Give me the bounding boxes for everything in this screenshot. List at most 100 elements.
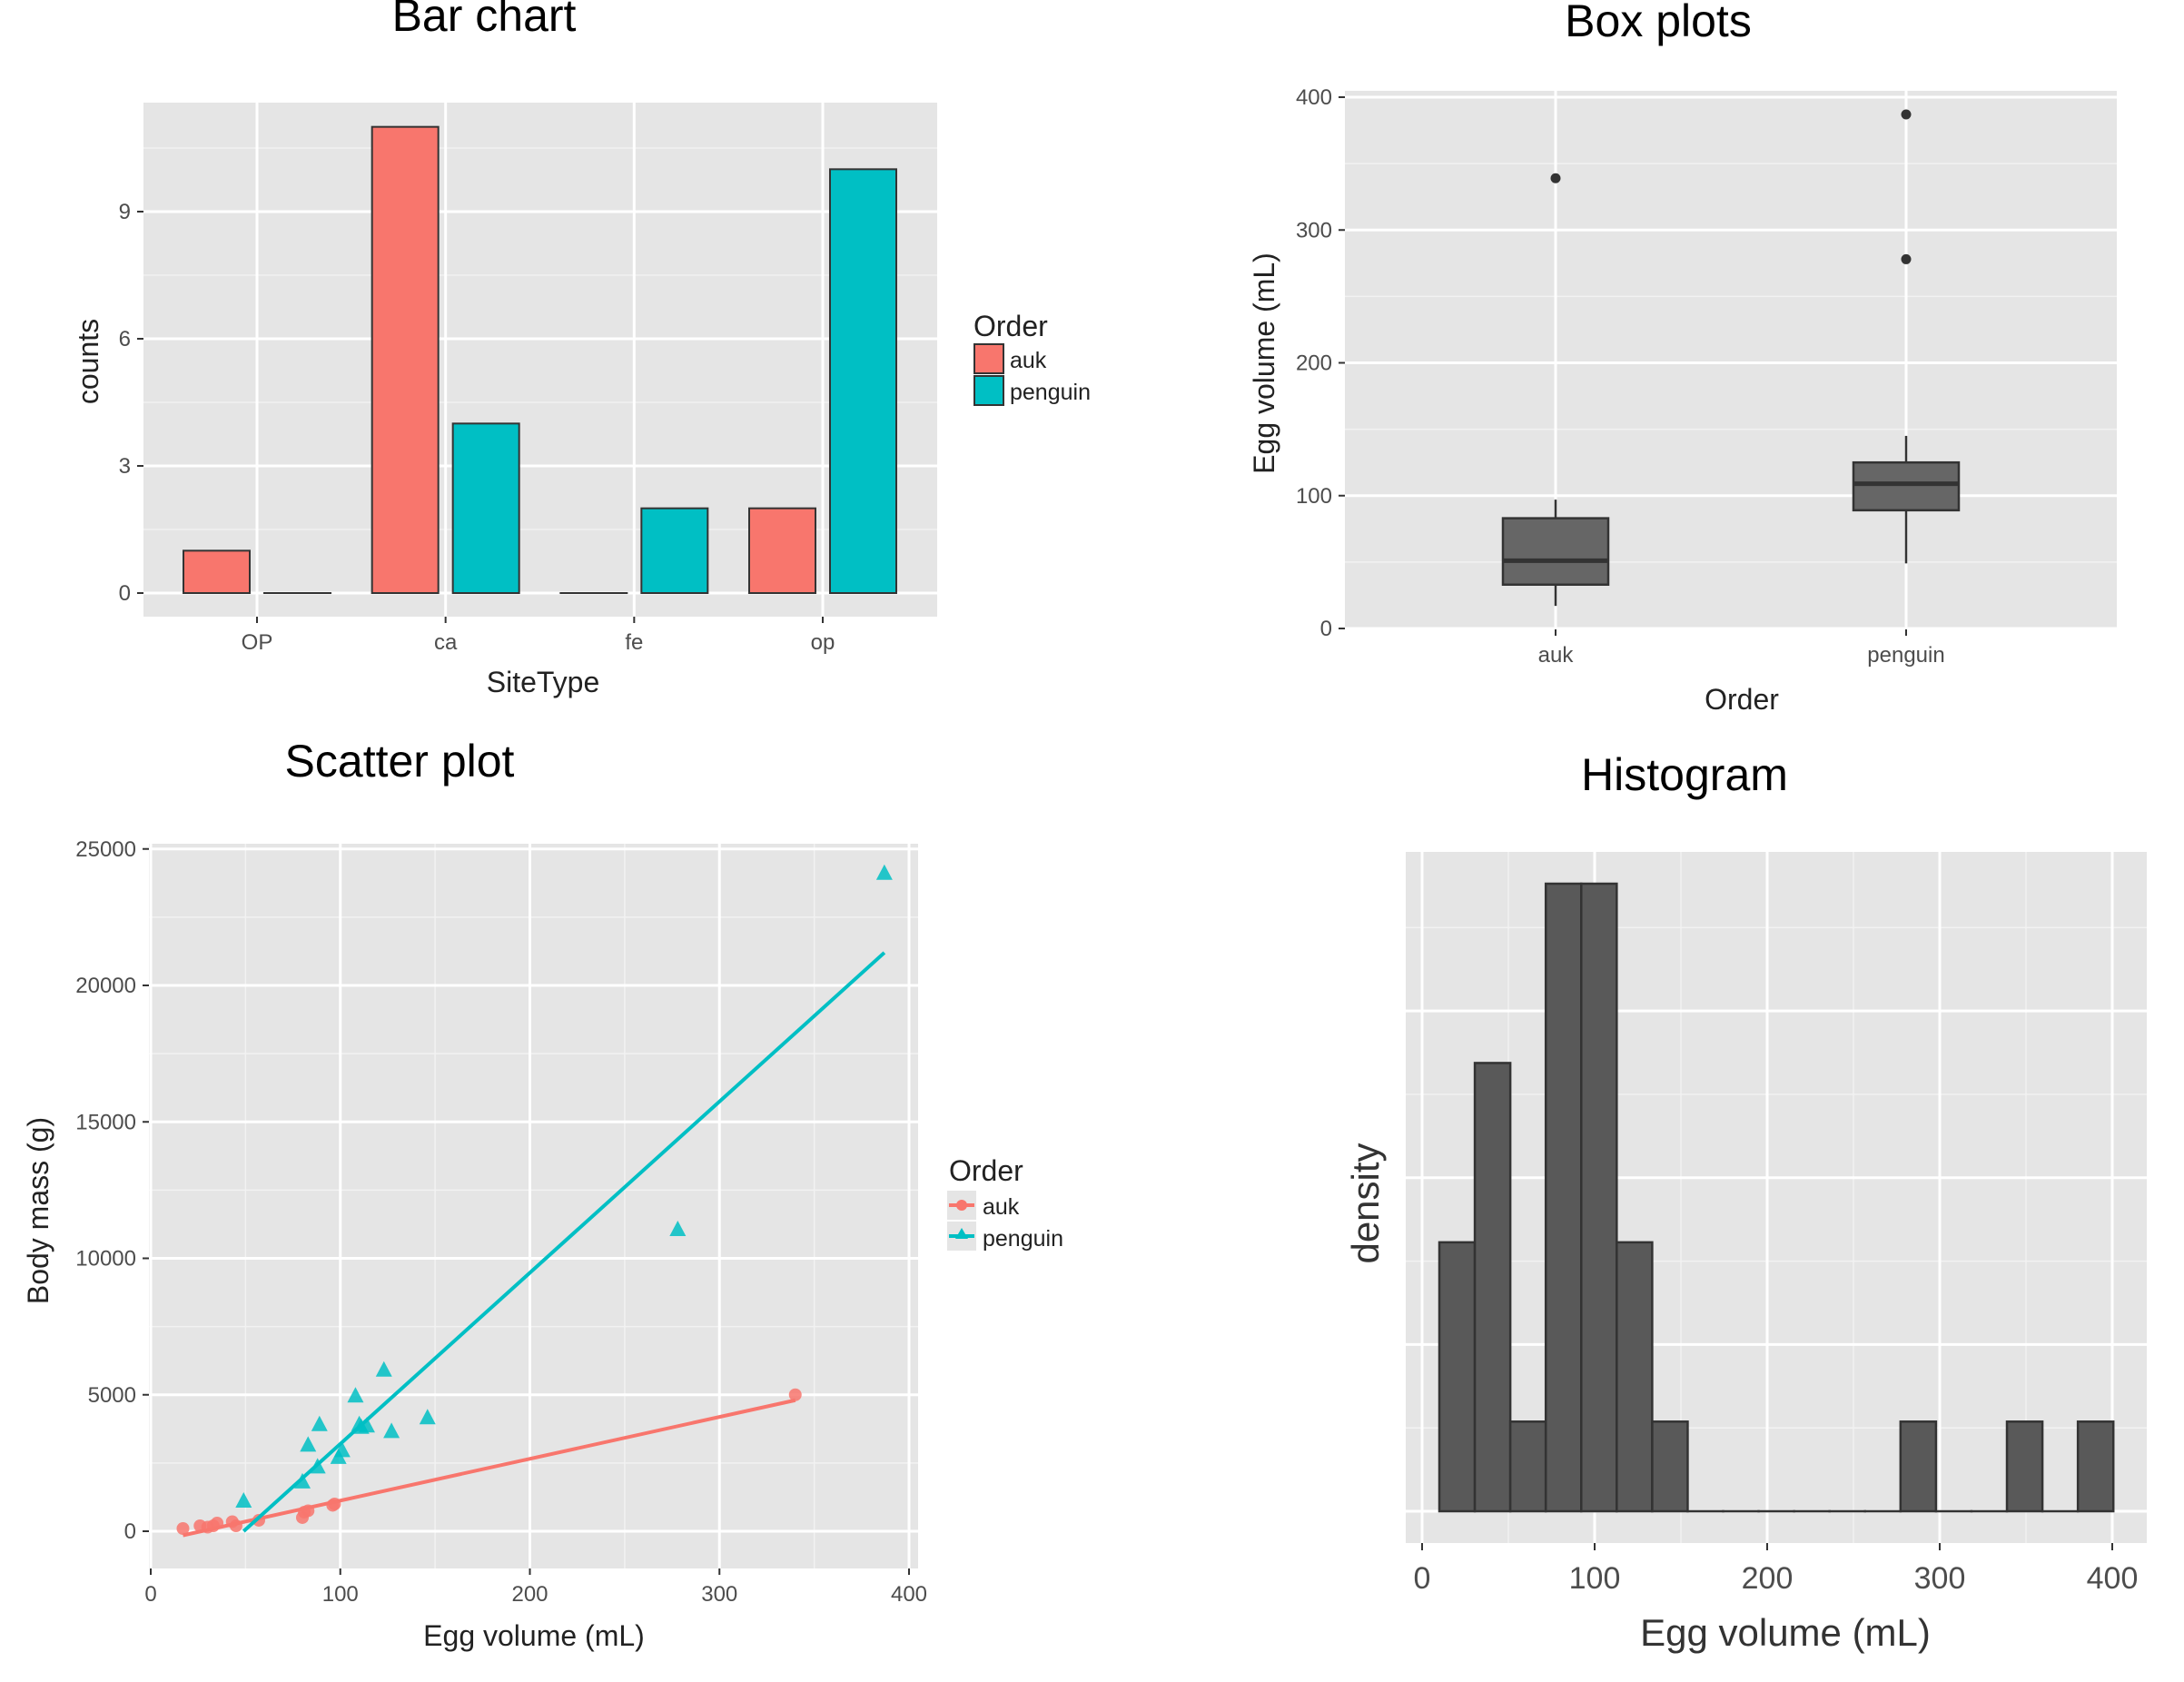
scatter-point-penguin [383,1422,400,1439]
bar-legend-label-auk: auk [1010,348,1047,373]
histogram-bin [1438,1241,1477,1513]
bar-x-tick-label: fe [625,630,643,655]
box-y-tick-label: 300 [1296,218,1332,242]
box-outlier-penguin [1901,253,1912,264]
scatter-point-penguin [333,1441,351,1458]
scatter-x-tick-label: 0 [144,1582,156,1607]
scatter-panel-background [149,844,918,1568]
box-iqr-auk [1501,517,1610,586]
histogram-bin [2005,1420,2044,1513]
histogram-x-tick-label: 200 [1742,1561,1794,1596]
histogram-bin [2076,1420,2115,1513]
bar-penguin-op [829,168,897,594]
box-outlier-auk [1550,173,1561,183]
scatter-x-tick-label: 400 [891,1582,927,1607]
box-plot-x-axis-title: Order [1705,683,1779,716]
scatter-point-penguin [375,1360,392,1377]
histogram-x-tick-label: 400 [2087,1561,2139,1596]
scatter-legend-title: Order [949,1154,1023,1187]
scatter-x-axis-title: Egg volume (mL) [423,1619,645,1652]
scatter-point-auk [788,1388,802,1401]
box-y-tick-label: 400 [1296,85,1332,110]
bar-y-tick-label: 3 [119,454,131,479]
histogram-y-axis-title: density [1344,1143,1387,1263]
histogram-bin [1616,1241,1654,1513]
scatter-legend-label-penguin: penguin [983,1226,1063,1252]
bar-y-tick-label: 6 [119,327,131,351]
histogram-bin [1651,1420,1689,1513]
bar-x-tick-label: ca [434,630,458,655]
scatter-plot-area: 0 5000 10000 15000 20000 25000 0 100 200 300 400 [75,837,927,1607]
histogram-x-tick-label: 300 [1914,1561,1966,1596]
scatter-fit-line-penguin [242,951,886,1533]
bar-legend-key-auk [973,343,1004,374]
scatter-plot-panel: Scatter plot Egg volume (mL) Body mass (… [22,736,1063,1652]
histogram-panel: Histogram Egg volume (mL) density 0 100 20… [1344,749,2147,1654]
box-x-tick-label: auk [1538,643,1575,668]
scatter-legend-marker-penguin [955,1228,968,1239]
bar-chart-plot-area: 0 3 6 9 OP ca fe op [119,103,937,655]
box-y-tick-label: 0 [1320,617,1332,641]
scatter-x-tick-label: 300 [701,1582,737,1607]
bar-legend-label-penguin: penguin [1010,380,1091,405]
bar-chart-title: Bar chart [392,0,577,41]
scatter-y-tick-label: 10000 [75,1247,136,1271]
bar-chart-panel: Bar chart SiteType counts 0 3 6 9 OP ca fe op O… [72,0,1091,698]
box-outlier-penguin [1901,109,1912,120]
bar-legend-key-penguin [973,375,1004,406]
scatter-legend-marker-auk [956,1200,967,1211]
bar-auk-OP [183,549,251,594]
bar-y-tick-label: 0 [119,581,131,606]
scatter-legend: Order auk penguin [947,1154,1063,1252]
scatter-point-penguin [875,864,893,880]
box-y-tick-label: 100 [1296,484,1332,509]
scatter-point-penguin [358,1417,375,1433]
box-plot-y-axis-title: Egg volume (mL) [1248,252,1280,474]
scatter-fit-line-auk [183,1398,796,1538]
scatter-y-axis-title: Body mass (g) [22,1117,54,1304]
bar-x-tick-label: op [811,630,835,655]
scatter-x-tick-label: 200 [511,1582,548,1607]
histogram-plot-area: 0 100 200 300 400 [1406,852,2147,1596]
scatter-y-tick-label: 0 [124,1519,136,1544]
bar-chart-y-axis-title: counts [72,319,104,404]
bar-chart-x-axis-title: SiteType [487,666,600,698]
bar-penguin-ca [451,422,520,595]
histogram-bin [1899,1420,1938,1513]
histogram-title: Histogram [1581,749,1788,800]
box-iqr-penguin [1852,460,1961,512]
bar-y-tick-label: 9 [119,200,131,224]
bar-legend-title: Order [973,310,1048,342]
scatter-point-penguin [300,1436,317,1452]
scatter-point-penguin [311,1415,328,1431]
scatter-point-penguin [294,1472,311,1489]
scatter-y-tick-label: 20000 [75,974,136,998]
scatter-point-penguin [669,1220,687,1236]
box-panel-background [1345,91,2117,629]
histogram-bin [1544,882,1583,1513]
scatter-y-tick-label: 15000 [75,1110,136,1134]
box-plot-title: Box plots [1565,0,1752,46]
histogram-bin [1508,1420,1547,1513]
bar-x-tick-label: OP [242,630,273,655]
bar-penguin-fe [640,507,709,595]
histogram-bin [1580,882,1618,1513]
scatter-y-tick-label: 25000 [75,837,136,862]
scatter-point-penguin [347,1387,364,1403]
scatter-point-penguin [235,1491,252,1508]
bar-auk-ca [371,125,440,594]
box-plot-panel: Box plots Order Egg volume (mL) 0 100 200 3… [1248,0,2117,716]
scatter-point-penguin [419,1409,436,1425]
scatter-plot-title: Scatter plot [285,736,515,787]
scatter-x-tick-label: 100 [322,1582,359,1607]
scatter-legend-label-auk: auk [983,1194,1020,1220]
box-y-tick-label: 200 [1296,351,1332,376]
box-plot-plot-area: 0 100 200 300 400 auk penguin [1296,85,2117,668]
histogram-bin [1473,1062,1512,1513]
scatter-point-auk [176,1521,190,1535]
bar-chart-legend: Order auk penguin [973,310,1091,406]
histogram-x-tick-label: 0 [1414,1561,1431,1596]
histogram-x-tick-label: 100 [1569,1561,1621,1596]
histogram-x-axis-title: Egg volume (mL) [1640,1611,1931,1654]
